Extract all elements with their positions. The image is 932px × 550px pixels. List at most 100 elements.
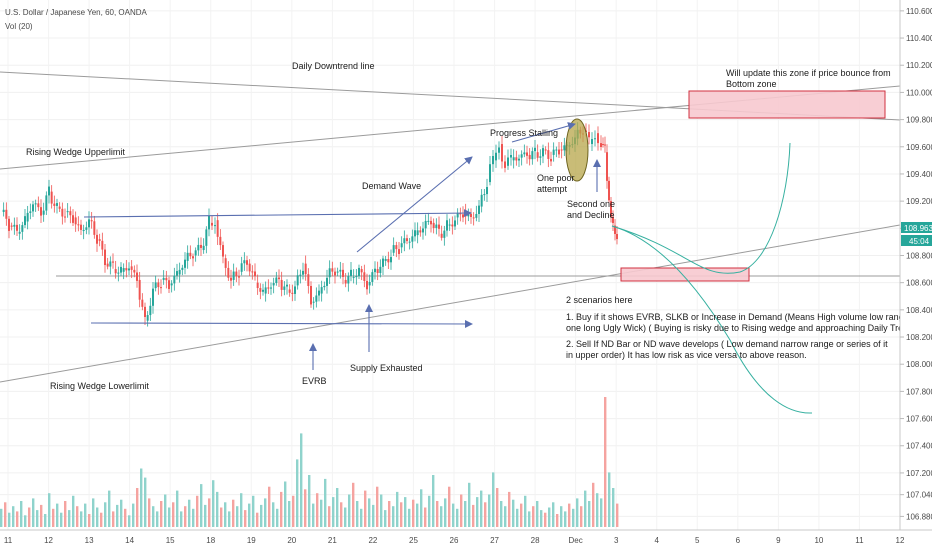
candle-body — [160, 287, 162, 289]
volume-bar — [344, 507, 347, 527]
demand-wave-arrow[interactable] — [356, 156, 473, 253]
candle-body — [334, 271, 336, 276]
volume-bar — [332, 497, 335, 527]
price-tick-label: 108.800 — [906, 251, 932, 260]
resistance-arrow[interactable] — [83, 209, 472, 218]
candle-body — [528, 154, 531, 160]
volume-bar — [512, 499, 515, 527]
bottom-buy-zone[interactable] — [620, 267, 750, 282]
volume-bar — [136, 488, 139, 527]
candle-body — [495, 152, 497, 161]
bearish-projection-curve[interactable] — [611, 225, 813, 414]
volume-bar — [180, 511, 183, 527]
volume-bar — [64, 501, 67, 527]
volume-bar — [24, 515, 27, 527]
volume-bar — [408, 508, 411, 527]
progress-stalling-arrow[interactable] — [511, 122, 576, 143]
candle-body — [34, 203, 37, 205]
candle-body — [29, 211, 32, 213]
candle-body — [594, 138, 596, 140]
volume-bars — [0, 397, 619, 527]
candle-body — [419, 230, 422, 233]
volume-bar — [412, 499, 415, 527]
volume-bar — [456, 508, 459, 527]
volume-bar — [140, 468, 143, 527]
volume-bar — [616, 503, 619, 527]
volume-bar — [476, 497, 479, 527]
price-tick-label: 109.600 — [906, 143, 932, 152]
volume-bar — [296, 459, 299, 527]
volume-bar — [44, 514, 47, 527]
price-tick-label: 109.400 — [906, 170, 932, 179]
candle-body — [408, 241, 411, 243]
volume-bar — [508, 491, 511, 527]
candle-body — [104, 249, 106, 266]
candle-body — [109, 261, 112, 267]
scenario-1-line1: 1. Buy if it shows EVRB, SLKB or Increas… — [566, 312, 919, 322]
price-tick-label: 107.800 — [906, 387, 932, 396]
volume-bar — [220, 507, 223, 527]
volume-bar — [348, 494, 351, 527]
daily-downtrend-label: Daily Downtrend line — [292, 61, 375, 71]
candle-body — [398, 249, 400, 255]
volume-bar — [40, 504, 43, 527]
bullish-projection-curve[interactable] — [611, 142, 791, 274]
candle-body — [312, 301, 315, 303]
candle-body — [336, 271, 339, 273]
volume-bar — [124, 508, 127, 527]
volume-bar — [376, 486, 379, 527]
candle-body — [318, 290, 320, 296]
time-axis[interactable]: 11 12 13 14 15 18 19 20 21 22 25 26 27 28 Dec 3 4 5 6 9 10 11… — [0, 529, 932, 550]
volume-bar — [364, 490, 367, 527]
candle-body — [360, 269, 363, 273]
volume-bar — [280, 491, 283, 527]
time-tick-label: 3 — [614, 536, 619, 545]
candle-body — [227, 267, 230, 278]
countdown-value: 45:04 — [909, 237, 930, 246]
price-tick-label: 106.880 — [906, 512, 932, 521]
candle-body — [98, 239, 101, 241]
volume-bar — [576, 498, 579, 527]
candle-body — [165, 277, 168, 281]
price-axis[interactable]: 110.600 110.400 110.200 110.000 109.800 109.6… — [899, 0, 932, 550]
update-zone-label-line2: Bottom zone — [726, 79, 777, 89]
upper-sell-zone[interactable] — [688, 90, 886, 119]
volume-bar — [244, 510, 247, 527]
candle-body — [235, 271, 238, 277]
volume-bar — [316, 493, 319, 527]
volume-bar — [312, 503, 315, 527]
volume-bar — [524, 495, 527, 527]
rising-wedge-lower-line[interactable] — [0, 224, 901, 383]
volume-bar — [612, 488, 615, 527]
countdown-badge — [901, 235, 932, 246]
candle-body — [480, 194, 483, 207]
candle-body — [144, 306, 146, 317]
candle-body — [355, 276, 358, 278]
candle-body — [612, 216, 614, 223]
volume-bar — [212, 480, 215, 527]
volume-bar — [440, 506, 443, 527]
candle-body — [424, 220, 427, 229]
volume-bar — [436, 501, 439, 527]
poor-attempt-ellipse[interactable] — [565, 118, 589, 182]
candle-body — [230, 277, 232, 281]
candle-body — [486, 187, 488, 195]
volume-bar — [168, 507, 171, 527]
candle-body — [125, 268, 128, 271]
support-arrow[interactable] — [90, 319, 473, 328]
candle-body — [352, 276, 355, 278]
volume-bar — [320, 499, 323, 527]
candle-body — [342, 269, 344, 277]
candle-body — [85, 227, 88, 230]
update-zone-label-line1: Will update this zone if price bounce fr… — [726, 68, 891, 78]
candle-body — [440, 233, 443, 238]
one-poor-attempt-label-line2: attempt — [537, 184, 568, 194]
volume-bar — [188, 499, 191, 527]
volume-bar — [176, 490, 179, 527]
volume-bar — [224, 502, 227, 527]
candle-body — [80, 224, 82, 230]
price-tick-label: 110.200 — [906, 61, 932, 70]
candle-body — [256, 282, 259, 289]
candle-body — [403, 238, 406, 244]
